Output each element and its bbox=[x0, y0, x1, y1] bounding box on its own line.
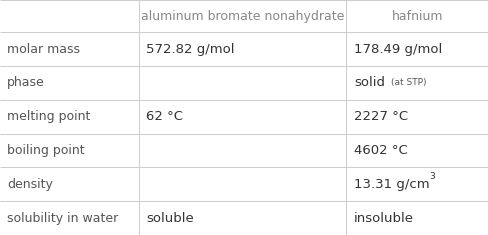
Text: 62 °C: 62 °C bbox=[146, 110, 183, 123]
Text: 178.49 g/mol: 178.49 g/mol bbox=[354, 43, 442, 56]
Text: (at STP): (at STP) bbox=[391, 78, 426, 87]
Text: density: density bbox=[7, 178, 53, 191]
Text: molar mass: molar mass bbox=[7, 43, 81, 56]
Text: 572.82 g/mol: 572.82 g/mol bbox=[146, 43, 235, 56]
Text: boiling point: boiling point bbox=[7, 144, 85, 157]
Text: hafnium: hafnium bbox=[391, 10, 443, 23]
Text: soluble: soluble bbox=[146, 212, 194, 225]
Text: melting point: melting point bbox=[7, 110, 91, 123]
Text: solubility in water: solubility in water bbox=[7, 212, 119, 225]
Text: insoluble: insoluble bbox=[354, 212, 414, 225]
Text: aluminum bromate nonahydrate: aluminum bromate nonahydrate bbox=[141, 10, 345, 23]
Text: phase: phase bbox=[7, 76, 45, 89]
Text: 3: 3 bbox=[429, 172, 435, 181]
Text: 13.31 g/cm: 13.31 g/cm bbox=[354, 178, 429, 191]
Text: 4602 °C: 4602 °C bbox=[354, 144, 407, 157]
Text: 2227 °C: 2227 °C bbox=[354, 110, 408, 123]
Text: solid: solid bbox=[354, 76, 385, 89]
